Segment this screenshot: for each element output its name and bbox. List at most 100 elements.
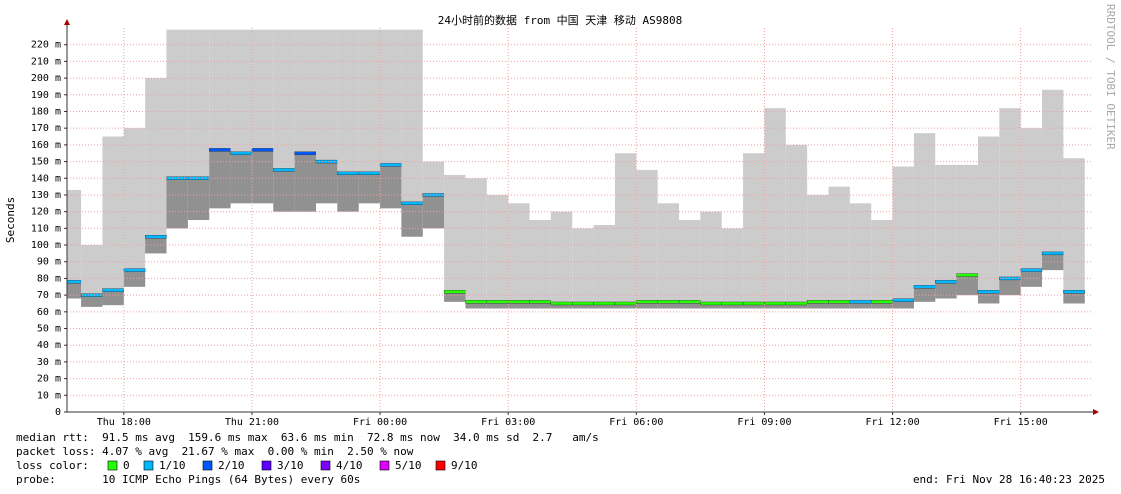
median-line bbox=[871, 300, 893, 304]
smoke-core bbox=[187, 178, 210, 220]
x-tick-label: Thu 21:00 bbox=[225, 417, 279, 428]
watermark: RRDTOOL / TOBI OETIKER bbox=[1104, 4, 1117, 150]
smoke-band bbox=[1042, 89, 1064, 271]
smoke-core bbox=[380, 164, 402, 209]
smoke-core bbox=[315, 161, 338, 204]
smoke-band bbox=[657, 203, 680, 309]
smoke-core bbox=[123, 270, 146, 287]
median-line bbox=[251, 148, 274, 152]
smoke-band bbox=[721, 228, 744, 309]
smoke-core bbox=[913, 286, 936, 302]
median-line bbox=[145, 235, 167, 239]
median-line bbox=[337, 171, 359, 175]
smoke-band bbox=[273, 29, 295, 212]
smoke-band bbox=[679, 220, 701, 309]
smoke-core bbox=[145, 236, 167, 254]
loss-color-label: 1/10 bbox=[159, 459, 186, 472]
smoke-core bbox=[892, 300, 914, 309]
median-line bbox=[614, 301, 637, 306]
smoke-core bbox=[444, 291, 466, 302]
median-line bbox=[1063, 290, 1085, 294]
y-tick-label: 110 m bbox=[31, 223, 61, 234]
median-line bbox=[358, 171, 381, 175]
smoke-core bbox=[999, 278, 1021, 296]
smoke-core bbox=[828, 301, 850, 309]
chart-title: 24小时前的数据 from 中国 天津 移动 AS9808 bbox=[438, 13, 683, 27]
smoke-band bbox=[636, 169, 658, 309]
smoke-core bbox=[358, 173, 381, 204]
smoke-band bbox=[123, 128, 146, 287]
y-tick-label: 130 m bbox=[31, 190, 61, 201]
median-line bbox=[102, 288, 124, 292]
smoke-band bbox=[572, 228, 594, 309]
median-line bbox=[1041, 251, 1064, 256]
median-line bbox=[935, 280, 957, 284]
y-axis-arrow bbox=[64, 19, 70, 25]
smoke-band bbox=[956, 164, 978, 296]
median-line bbox=[572, 301, 594, 306]
loss-color-swatch bbox=[435, 460, 446, 471]
y-tick-label: 120 m bbox=[31, 207, 61, 218]
median-line bbox=[657, 300, 680, 304]
smoke-core bbox=[743, 303, 765, 309]
smoke-band bbox=[315, 29, 338, 204]
loss-color-label: loss color: bbox=[16, 459, 89, 472]
median-line bbox=[443, 290, 466, 294]
smoke-band bbox=[935, 164, 957, 299]
smoke-band bbox=[81, 245, 103, 307]
x-axis-arrow bbox=[1093, 409, 1099, 415]
smoke-core bbox=[593, 303, 615, 309]
smoke-band bbox=[828, 186, 850, 309]
x-tick-label: Fri 06:00 bbox=[609, 417, 663, 428]
smoke-core bbox=[572, 303, 594, 309]
median-line bbox=[465, 300, 487, 304]
median-line bbox=[636, 300, 658, 304]
median-line bbox=[742, 301, 765, 306]
loss-color-swatch bbox=[320, 460, 331, 471]
y-tick-label: 90 m bbox=[37, 257, 61, 268]
smoke-core bbox=[486, 301, 509, 309]
median-line bbox=[123, 268, 146, 272]
smoke-core bbox=[337, 173, 359, 212]
smoke-band bbox=[614, 153, 637, 309]
y-tick-label: 60 m bbox=[37, 307, 61, 318]
x-tick-label: Fri 09:00 bbox=[737, 417, 791, 428]
smoke-core bbox=[1042, 253, 1064, 271]
smoke-core bbox=[679, 301, 701, 309]
smoke-core bbox=[764, 303, 786, 309]
smoke-core bbox=[1020, 270, 1043, 287]
smoke-band bbox=[444, 174, 466, 302]
smoke-band bbox=[999, 108, 1021, 296]
smoke-band bbox=[593, 225, 615, 309]
median-line bbox=[486, 300, 509, 304]
loss-color-label: 0 bbox=[123, 459, 130, 472]
smoke-core bbox=[636, 301, 658, 309]
smoke-core bbox=[550, 303, 573, 309]
loss-color-swatch bbox=[379, 460, 390, 471]
plot-area bbox=[67, 29, 1085, 309]
y-tick-label: 20 m bbox=[37, 374, 61, 385]
smoke-band bbox=[977, 136, 1000, 304]
smoke-band bbox=[67, 189, 82, 299]
median-line bbox=[828, 300, 850, 304]
median-line bbox=[273, 168, 295, 172]
y-tick-label: 190 m bbox=[31, 90, 61, 101]
smoke-band bbox=[486, 194, 509, 309]
smoke-band bbox=[892, 166, 914, 309]
smoke-band bbox=[913, 133, 936, 302]
smoke-band bbox=[871, 220, 893, 309]
median-line bbox=[785, 301, 808, 306]
y-tick-label: 160 m bbox=[31, 140, 61, 151]
smoke-core bbox=[614, 303, 637, 309]
y-tick-label: 10 m bbox=[37, 390, 61, 401]
median-line bbox=[700, 301, 722, 306]
smoke-core bbox=[209, 149, 231, 209]
smoke-core bbox=[700, 303, 722, 309]
y-tick-label: 210 m bbox=[31, 56, 61, 67]
smoke-band bbox=[743, 153, 765, 309]
smoke-band bbox=[807, 194, 829, 309]
smoke-core bbox=[273, 169, 295, 212]
smoke-core bbox=[1063, 291, 1085, 304]
y-tick-label: 140 m bbox=[31, 173, 61, 184]
